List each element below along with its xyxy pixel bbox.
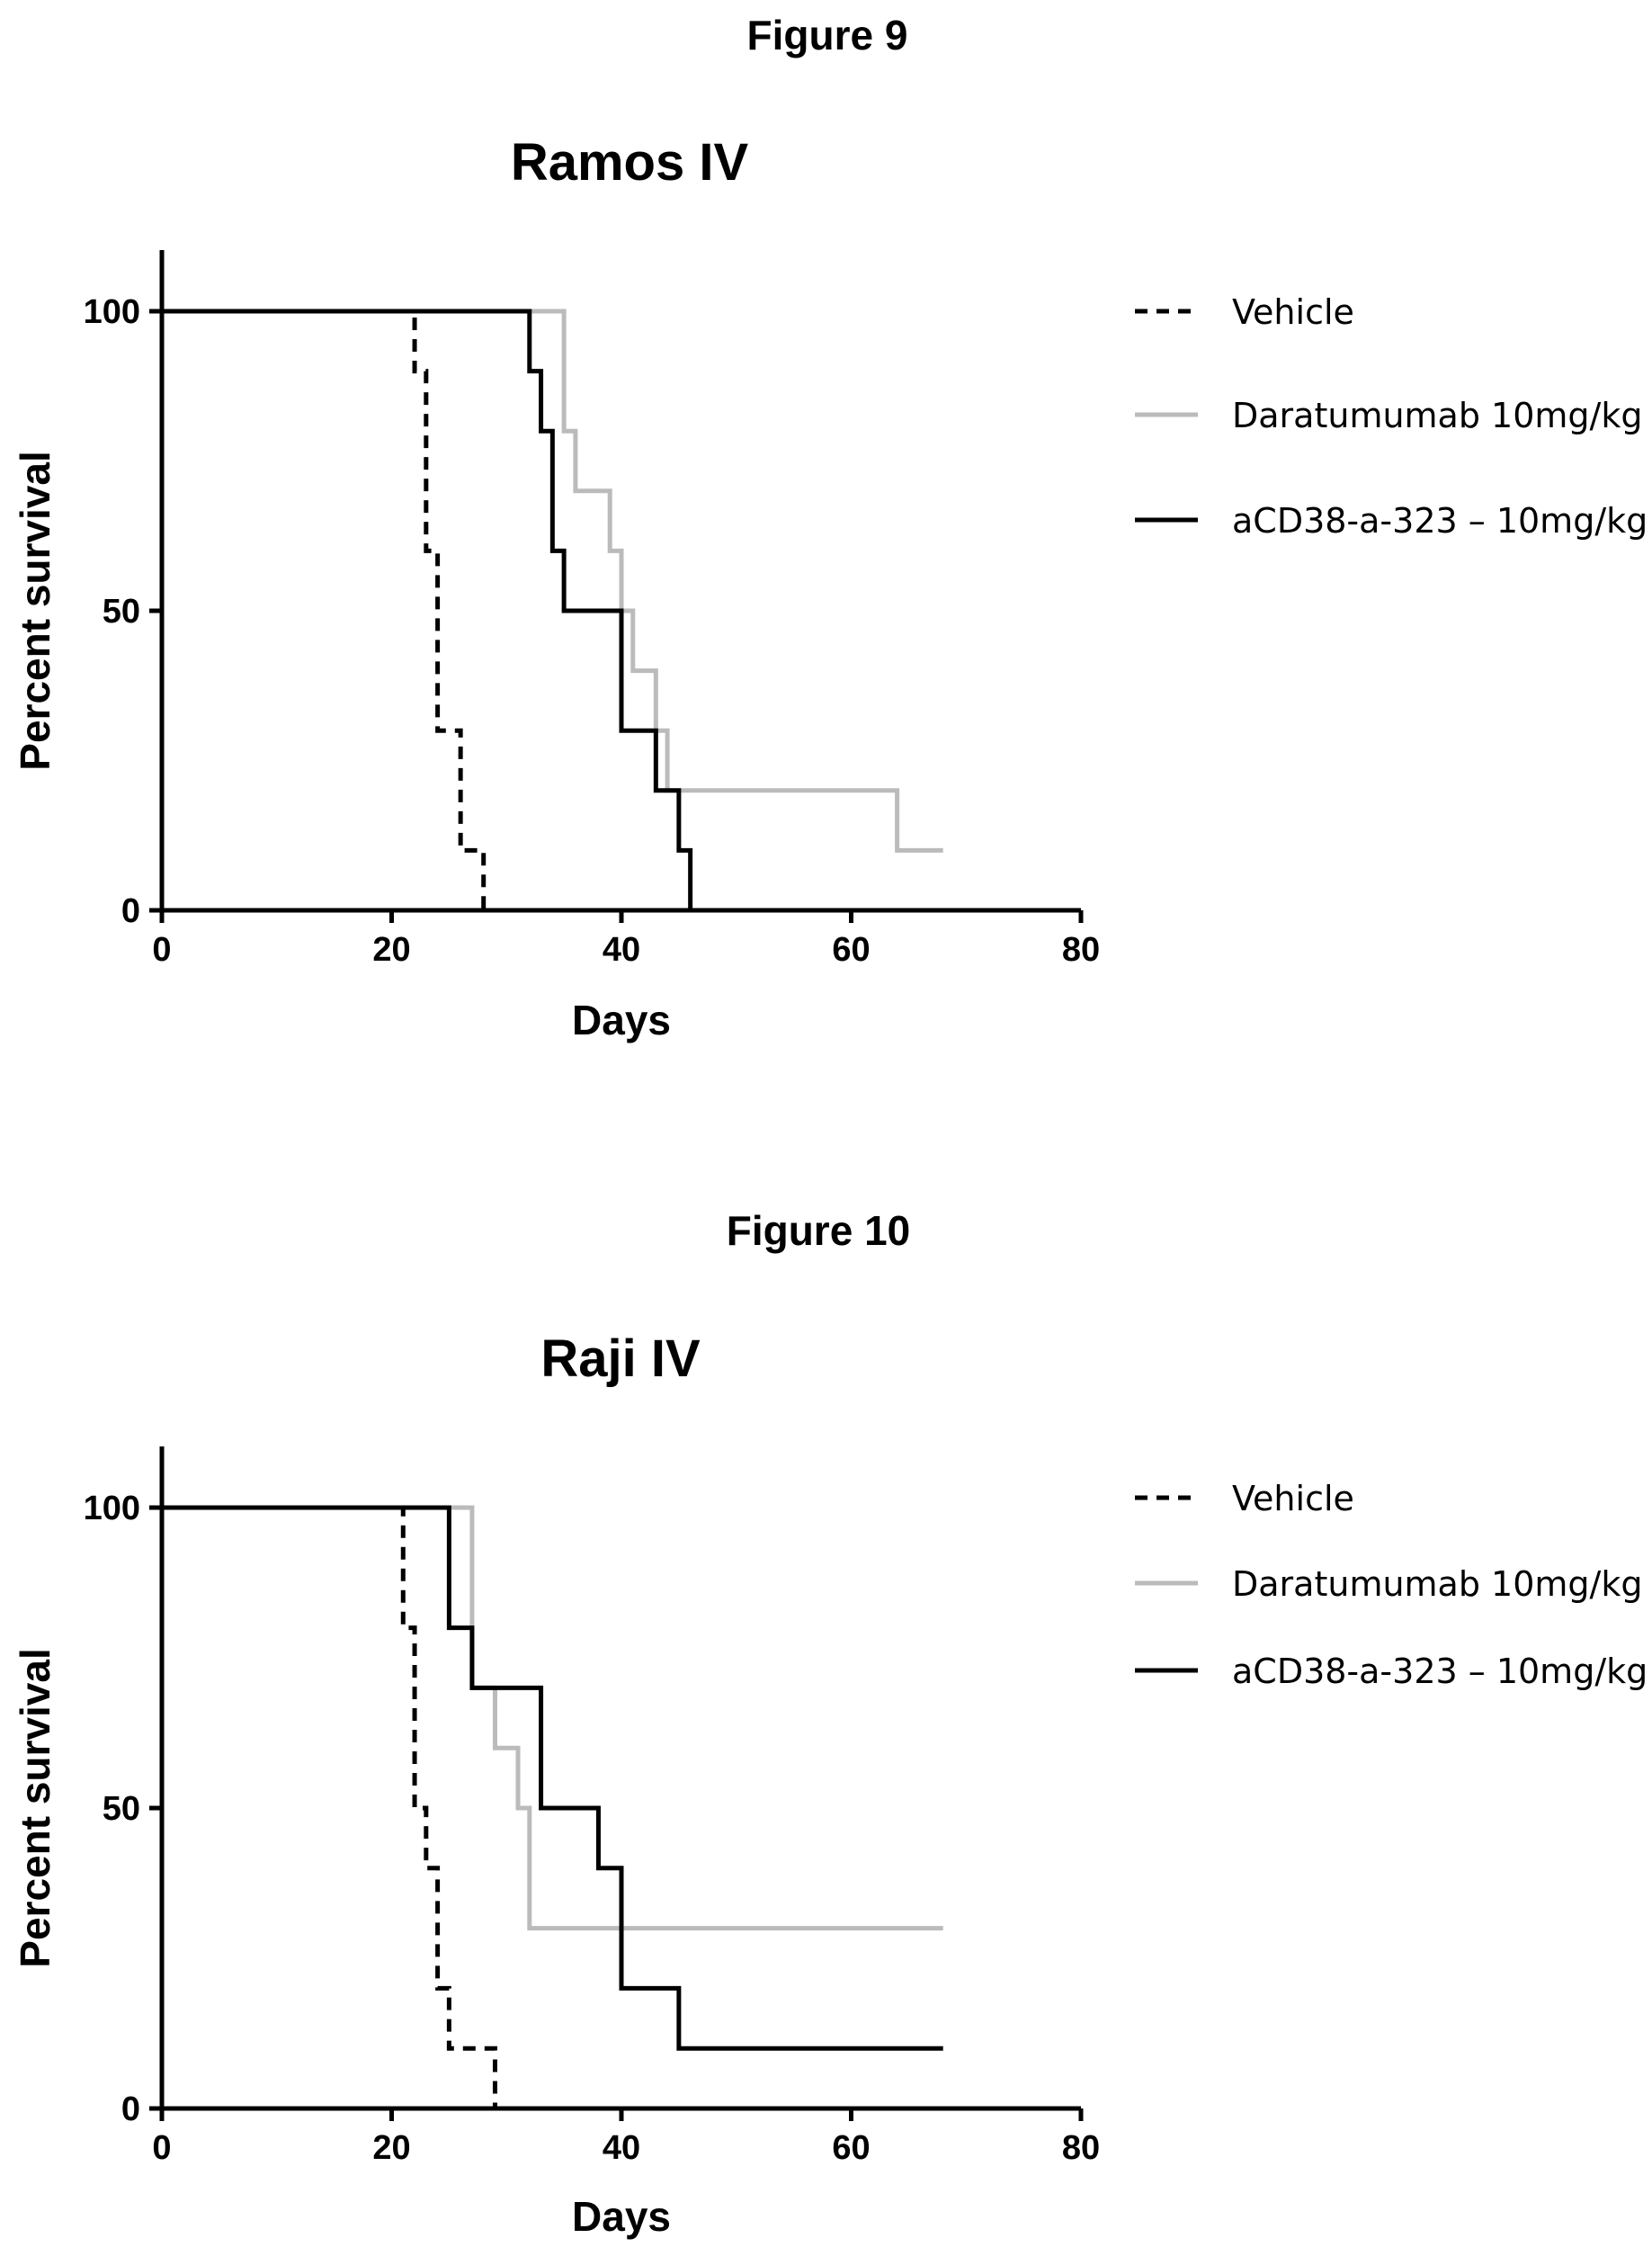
axis-ticks: 0 20 40 60 80 0 50 100 [84,1490,1101,2167]
x-tick-label: 20 [372,2129,410,2167]
x-tick-label: 40 [603,931,640,969]
series-group [162,309,943,910]
x-tick-label: 0 [152,2129,171,2167]
figure-label: Figure 10 [727,1207,911,1254]
legend-label: Vehicle [1232,1479,1354,1518]
x-tick-label: 20 [372,931,410,969]
series-line-2 [162,1505,943,2051]
x-tick-label: 60 [832,931,870,969]
plot-area: 0 20 40 60 80 0 50 100 [84,1446,1101,2167]
legend-item-vehicle: Vehicle [1135,292,1354,332]
legend-item-daratumumab: Daratumumab 10mg/kg [1135,1564,1642,1604]
y-axis-label: Percent survival [12,1648,58,1967]
legend-item-daratumumab: Daratumumab 10mg/kg [1135,396,1642,435]
chart-title: Raji IV [540,1329,701,1388]
x-tick-label: 0 [152,931,171,969]
y-tick-label: 100 [84,1490,140,1527]
y-tick-label: 50 [103,593,140,631]
x-tick-label: 40 [603,2129,640,2167]
figure-10: Figure 10 Raji IV 0 20 40 60 80 0 50 100 Days P… [12,1207,1648,2240]
figure-9: Figure 9 Ramos IV 0 20 40 60 80 0 50 100 Days P… [12,12,1648,1043]
chart-title: Ramos IV [511,133,749,192]
series-line-0 [162,309,487,910]
x-axis-label: Days [572,997,671,1043]
y-axis-label: Percent survival [12,451,58,770]
x-tick-label: 80 [1062,2129,1100,2167]
y-tick-label: 100 [84,293,140,331]
legend-item-acd38: aCD38-a-323 – 10mg/kg [1135,1652,1648,1691]
plot-area: 0 20 40 60 80 0 50 100 [84,250,1101,969]
legend-item-acd38: aCD38-a-323 – 10mg/kg [1135,501,1648,541]
legend-label: Daratumumab 10mg/kg [1232,396,1642,435]
axis-ticks: 0 20 40 60 80 0 50 100 [84,293,1101,969]
figure-label: Figure 9 [747,12,908,58]
legend-label: aCD38-a-323 – 10mg/kg [1232,501,1648,541]
series-line-2 [162,309,693,910]
legend-label: aCD38-a-323 – 10mg/kg [1232,1652,1648,1691]
y-tick-label: 0 [121,892,140,930]
legend: Vehicle Daratumumab 10mg/kg aCD38-a-323 … [1135,1479,1648,1691]
series-line-1 [162,1505,943,1931]
legend-item-vehicle: Vehicle [1135,1479,1354,1518]
series-line-0 [162,1505,497,2108]
x-axis-label: Days [572,2193,671,2240]
legend-label: Daratumumab 10mg/kg [1232,1564,1642,1604]
series-group [162,1505,943,2108]
series-line-1 [162,309,943,853]
legend: Vehicle Daratumumab 10mg/kg aCD38-a-323 … [1135,292,1648,541]
legend-label: Vehicle [1232,292,1354,332]
y-tick-label: 50 [103,1790,140,1828]
x-tick-label: 60 [832,2129,870,2167]
y-tick-label: 0 [121,2090,140,2128]
x-tick-label: 80 [1062,931,1100,969]
